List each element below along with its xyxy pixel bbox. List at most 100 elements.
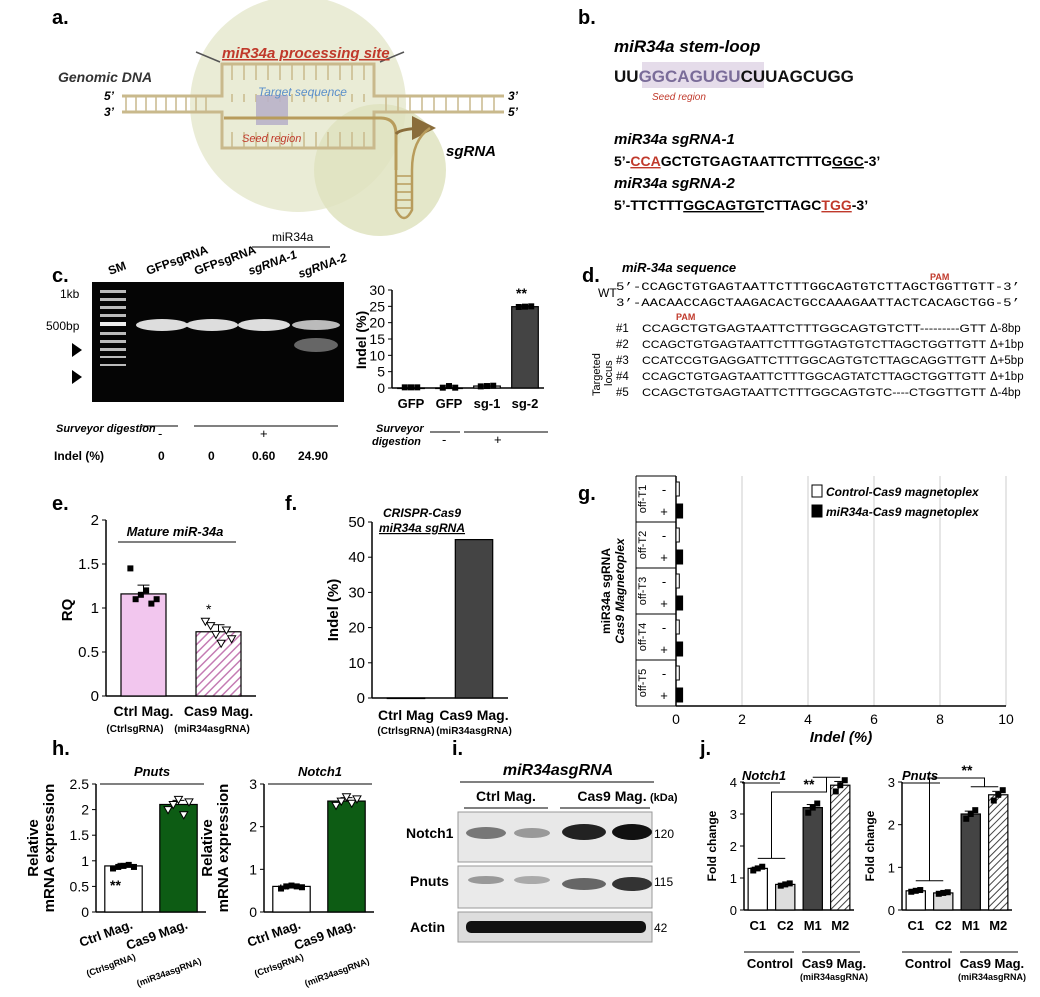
g-sign: - (662, 666, 666, 681)
cut-arrow-left (195, 51, 221, 63)
chart-j2-bracket (915, 777, 999, 882)
h1-y-label-2: mRNA expression (41, 784, 58, 913)
h2-sig: ** (278, 881, 289, 897)
chart-f-ytick-label: 0 (357, 690, 365, 707)
chart-j-pnuts: 0 1 2 3 C1 C2 M1 M2 Fold change Pnuts ** Control Cas… (863, 762, 1026, 982)
chart-e-point (127, 565, 134, 572)
d-rows: #1 CCAGCTGTGAGTAATTCTTTGGCAGTGTCTT-------… (616, 323, 1024, 399)
chart-h2-point (288, 882, 295, 889)
arrow-triangle-1 (72, 343, 82, 357)
g-bar (675, 573, 680, 589)
e-sub-2: (miR34asgRNA) (174, 724, 250, 735)
chart-j2-bar (988, 794, 1009, 911)
chart-j1-point (750, 867, 757, 874)
chart-j2-title: Pnuts (902, 768, 938, 783)
chart-h1-point (120, 862, 127, 869)
chart-e-point (226, 635, 237, 644)
gel-lane-sg2: sgRNA-2 (296, 250, 349, 281)
chart-j1-bar (830, 784, 851, 911)
chart-j2-group-cas9: Cas9 Mag. (960, 956, 1024, 971)
sgrna-arrow (394, 116, 436, 141)
chart-j2-ytick-label: 0 (888, 903, 895, 918)
chart-j2-bar (960, 813, 981, 911)
chart-c-point (490, 382, 497, 389)
panel-a-schematic: miR34a processing site Genomic DNA 5’ 3’… (58, 0, 519, 236)
g-legend-swatch (811, 484, 823, 498)
seed-region-label-b: Seed region (652, 92, 706, 103)
chart-e-ytick-label: 0 (91, 688, 99, 705)
surveyor-minus: - (158, 426, 162, 441)
chart-e-point (137, 591, 144, 598)
d-row-seq: CCAGCTGTGAGTAATTCTTTGGCAGTGTC----CTGGTTG… (642, 387, 986, 399)
panel-label-e: e. (52, 493, 69, 515)
chart-f-indel: 0 10 20 30 40 50 Ctrl Mag Cas9 Mag. Indel (%) (Ct… (325, 514, 512, 737)
g-sign: - (662, 482, 666, 497)
genomic-dna-label: Genomic DNA (58, 69, 152, 85)
chart-h2-point (298, 884, 305, 891)
i-protein-pnuts: Pnuts (410, 873, 449, 889)
chart-c-category-label: sg-2 (512, 396, 539, 411)
cut-arrow-right (379, 51, 405, 63)
sgrna-label: sgRNA (446, 143, 496, 160)
chart-j2-point (967, 811, 974, 817)
chart-c-point (439, 384, 446, 391)
chart-j1-point (837, 782, 844, 789)
chart-h1-ytick-label: 2 (81, 802, 89, 818)
g-category-label: off-T5 (637, 669, 649, 698)
chart-j-notch1: 0 1 2 3 4 C1 C2 M1 M2 Fold change Notch1 ** Control C… (705, 768, 868, 982)
chart-j1-category-label: M1 (804, 918, 822, 933)
chart-e-point (200, 617, 211, 627)
g-category-label: off-T3 (637, 577, 649, 606)
chart-c-bar (511, 306, 539, 389)
chart-c-point (477, 383, 484, 390)
chart-j2-point (963, 815, 970, 822)
f-title-2: miR34a sgRNA (379, 521, 465, 535)
sgrna1-seq: 5’-CCAGCTGTGAGTAATTCTTTGGGC-3’ (614, 153, 880, 169)
chart-j1-category-label: C2 (777, 918, 794, 933)
g-category-label: off-T4 (637, 623, 649, 652)
d-pam-bottom: PAM (676, 312, 695, 322)
chart-f-bar (386, 697, 426, 700)
chart-j1-category-label: M2 (831, 918, 849, 933)
prime-5-right: 5’ (508, 105, 519, 119)
chart-j2-category-label: C2 (935, 918, 952, 933)
chart-j2-y-label: Fold change (863, 810, 877, 881)
indel-val-2: 0 (208, 449, 215, 463)
chart-c-point (528, 303, 535, 310)
chart-e-point (153, 596, 160, 603)
indel-val-3: 0.60 (252, 449, 276, 463)
chart-c-category-label: sg-1 (474, 396, 501, 411)
processing-site-label: miR34a processing site (222, 45, 390, 62)
chart-j1-ytick-label: 1 (730, 871, 737, 886)
chart-j2-category-label: M1 (962, 918, 980, 933)
g-legend-swatch (811, 504, 823, 518)
chart-h2-ytick-label: 3 (249, 776, 257, 792)
prime-3-left: 3’ (104, 105, 115, 119)
h1-sub-2: (miR34asgRNA) (135, 956, 202, 989)
chart-j1-ytick-label: 3 (730, 807, 737, 822)
chart-c-ytick-label: 20 (369, 315, 385, 331)
c-bar-surveyor-minus: - (442, 432, 446, 447)
chart-f-ytick-label: 30 (348, 584, 365, 601)
chart-j2-point (944, 889, 951, 896)
g-bar (675, 527, 680, 543)
chart-h1-bar (104, 865, 143, 913)
chart-h1-point (110, 865, 117, 872)
chart-c-point (484, 383, 490, 390)
i-kda: (kDa) (650, 792, 678, 804)
i-protein-actin: Actin (410, 919, 445, 935)
chart-e-ytick-label: 1.5 (78, 556, 99, 573)
g-category-label: off-T1 (637, 485, 649, 514)
chart-h2-title: Notch1 (298, 764, 342, 779)
chart-j1-y-label: Fold change (705, 810, 719, 881)
panel-c-gel: SM GFPsgRNA GFPsgRNA sgRNA-1 sgRNA-2 miR… (46, 230, 349, 463)
chart-j1-point (805, 809, 812, 816)
chart-f-ytick-label: 20 (348, 620, 365, 637)
chart-j1-group-control: Control (747, 956, 793, 971)
g-xtick-label: 8 (936, 711, 944, 727)
g-legend-label: Control-Cas9 magnetoplex (826, 485, 980, 499)
g-x-label: Indel (%) (810, 729, 873, 746)
chart-h1-point (178, 811, 189, 820)
